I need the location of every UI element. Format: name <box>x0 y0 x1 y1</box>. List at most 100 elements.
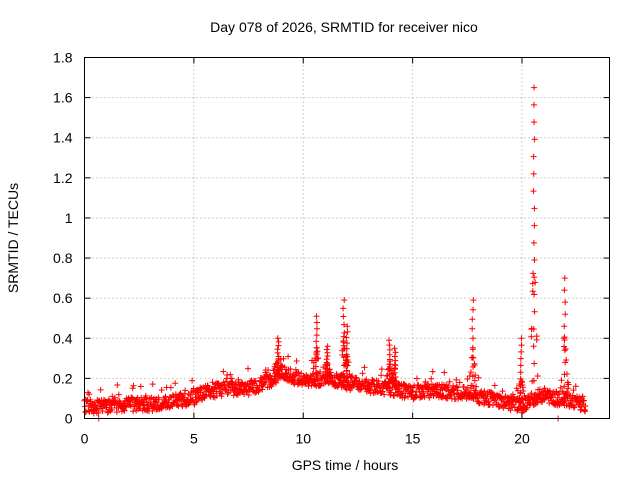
data-point <box>531 308 538 315</box>
data-point <box>222 386 229 393</box>
data-point <box>343 334 350 341</box>
data-point <box>278 362 285 369</box>
data-point <box>189 377 196 384</box>
data-point <box>520 387 527 394</box>
data-point <box>343 368 350 375</box>
data-point <box>272 370 279 377</box>
data-point <box>140 402 147 409</box>
data-point <box>507 407 514 414</box>
data-point <box>464 376 471 383</box>
data-point <box>339 351 346 358</box>
data-point <box>271 363 278 370</box>
data-point <box>270 367 277 374</box>
data-point <box>402 393 409 400</box>
data-point <box>531 222 538 229</box>
data-point <box>169 403 176 410</box>
data-point <box>546 387 553 394</box>
data-point <box>209 379 216 386</box>
data-point <box>313 325 320 332</box>
data-point <box>420 392 427 399</box>
data-point <box>531 395 538 402</box>
data-point <box>192 391 199 398</box>
data-point <box>105 396 112 403</box>
y-tick-label: 0.6 <box>53 290 73 306</box>
data-point <box>391 345 398 352</box>
data-point <box>469 382 476 389</box>
y-tick-label: 0.2 <box>53 370 73 386</box>
data-point <box>557 384 564 391</box>
data-point <box>582 408 589 415</box>
data-point <box>472 387 479 394</box>
data-point <box>120 407 127 414</box>
data-point <box>344 340 351 347</box>
data-point <box>561 395 568 402</box>
data-point <box>572 383 579 390</box>
data-point <box>310 371 317 378</box>
data-point <box>473 383 480 390</box>
data-point <box>471 362 478 369</box>
data-point <box>518 335 525 342</box>
y-axis-title: SRMTID / TECUs <box>5 183 21 293</box>
data-point <box>531 119 538 126</box>
data-point <box>510 401 517 408</box>
data-point <box>108 406 115 413</box>
data-point <box>340 339 347 346</box>
data-point <box>239 380 246 387</box>
data-point <box>519 379 526 386</box>
data-point <box>169 392 176 399</box>
data-point <box>149 407 156 414</box>
x-axis-title: GPS time / hours <box>292 457 399 473</box>
data-point <box>104 409 111 416</box>
data-point <box>517 369 524 376</box>
data-point <box>359 370 366 377</box>
data-point <box>342 354 349 361</box>
data-point <box>274 346 281 353</box>
data-point <box>562 299 569 306</box>
data-point <box>99 408 106 415</box>
data-point <box>381 391 388 398</box>
data-point <box>469 392 476 399</box>
data-point <box>497 393 504 400</box>
data-point <box>392 362 399 369</box>
data-point <box>518 342 525 349</box>
data-point <box>564 379 571 386</box>
data-point <box>570 404 577 411</box>
data-point <box>275 358 282 365</box>
data-point <box>517 355 524 362</box>
data-point <box>313 338 320 345</box>
data-point <box>391 353 398 360</box>
data-points <box>81 84 589 422</box>
data-point <box>469 346 476 353</box>
data-point <box>361 364 368 371</box>
data-point <box>395 382 402 389</box>
data-point <box>530 170 537 177</box>
data-point <box>323 346 330 353</box>
data-point <box>275 338 282 345</box>
data-point <box>340 333 347 340</box>
data-point <box>340 377 347 384</box>
data-point <box>561 275 568 282</box>
x-tick-label: 5 <box>190 431 198 447</box>
data-point <box>468 354 475 361</box>
data-point <box>368 386 375 393</box>
data-point <box>137 383 144 390</box>
data-point <box>228 375 235 382</box>
data-point <box>172 380 179 387</box>
data-point <box>130 408 137 415</box>
data-point <box>265 367 272 374</box>
y-tick-label: 1 <box>65 210 73 226</box>
data-point <box>84 389 91 396</box>
data-point <box>165 399 172 406</box>
data-point <box>532 391 539 398</box>
data-point <box>384 372 391 379</box>
data-point <box>453 376 460 383</box>
data-point <box>314 355 321 362</box>
data-point <box>491 382 498 389</box>
data-point <box>340 305 347 312</box>
data-point <box>517 403 524 410</box>
y-tick-label: 1.2 <box>53 170 73 186</box>
data-point <box>285 353 292 360</box>
data-point <box>561 287 568 294</box>
data-point <box>413 375 420 382</box>
